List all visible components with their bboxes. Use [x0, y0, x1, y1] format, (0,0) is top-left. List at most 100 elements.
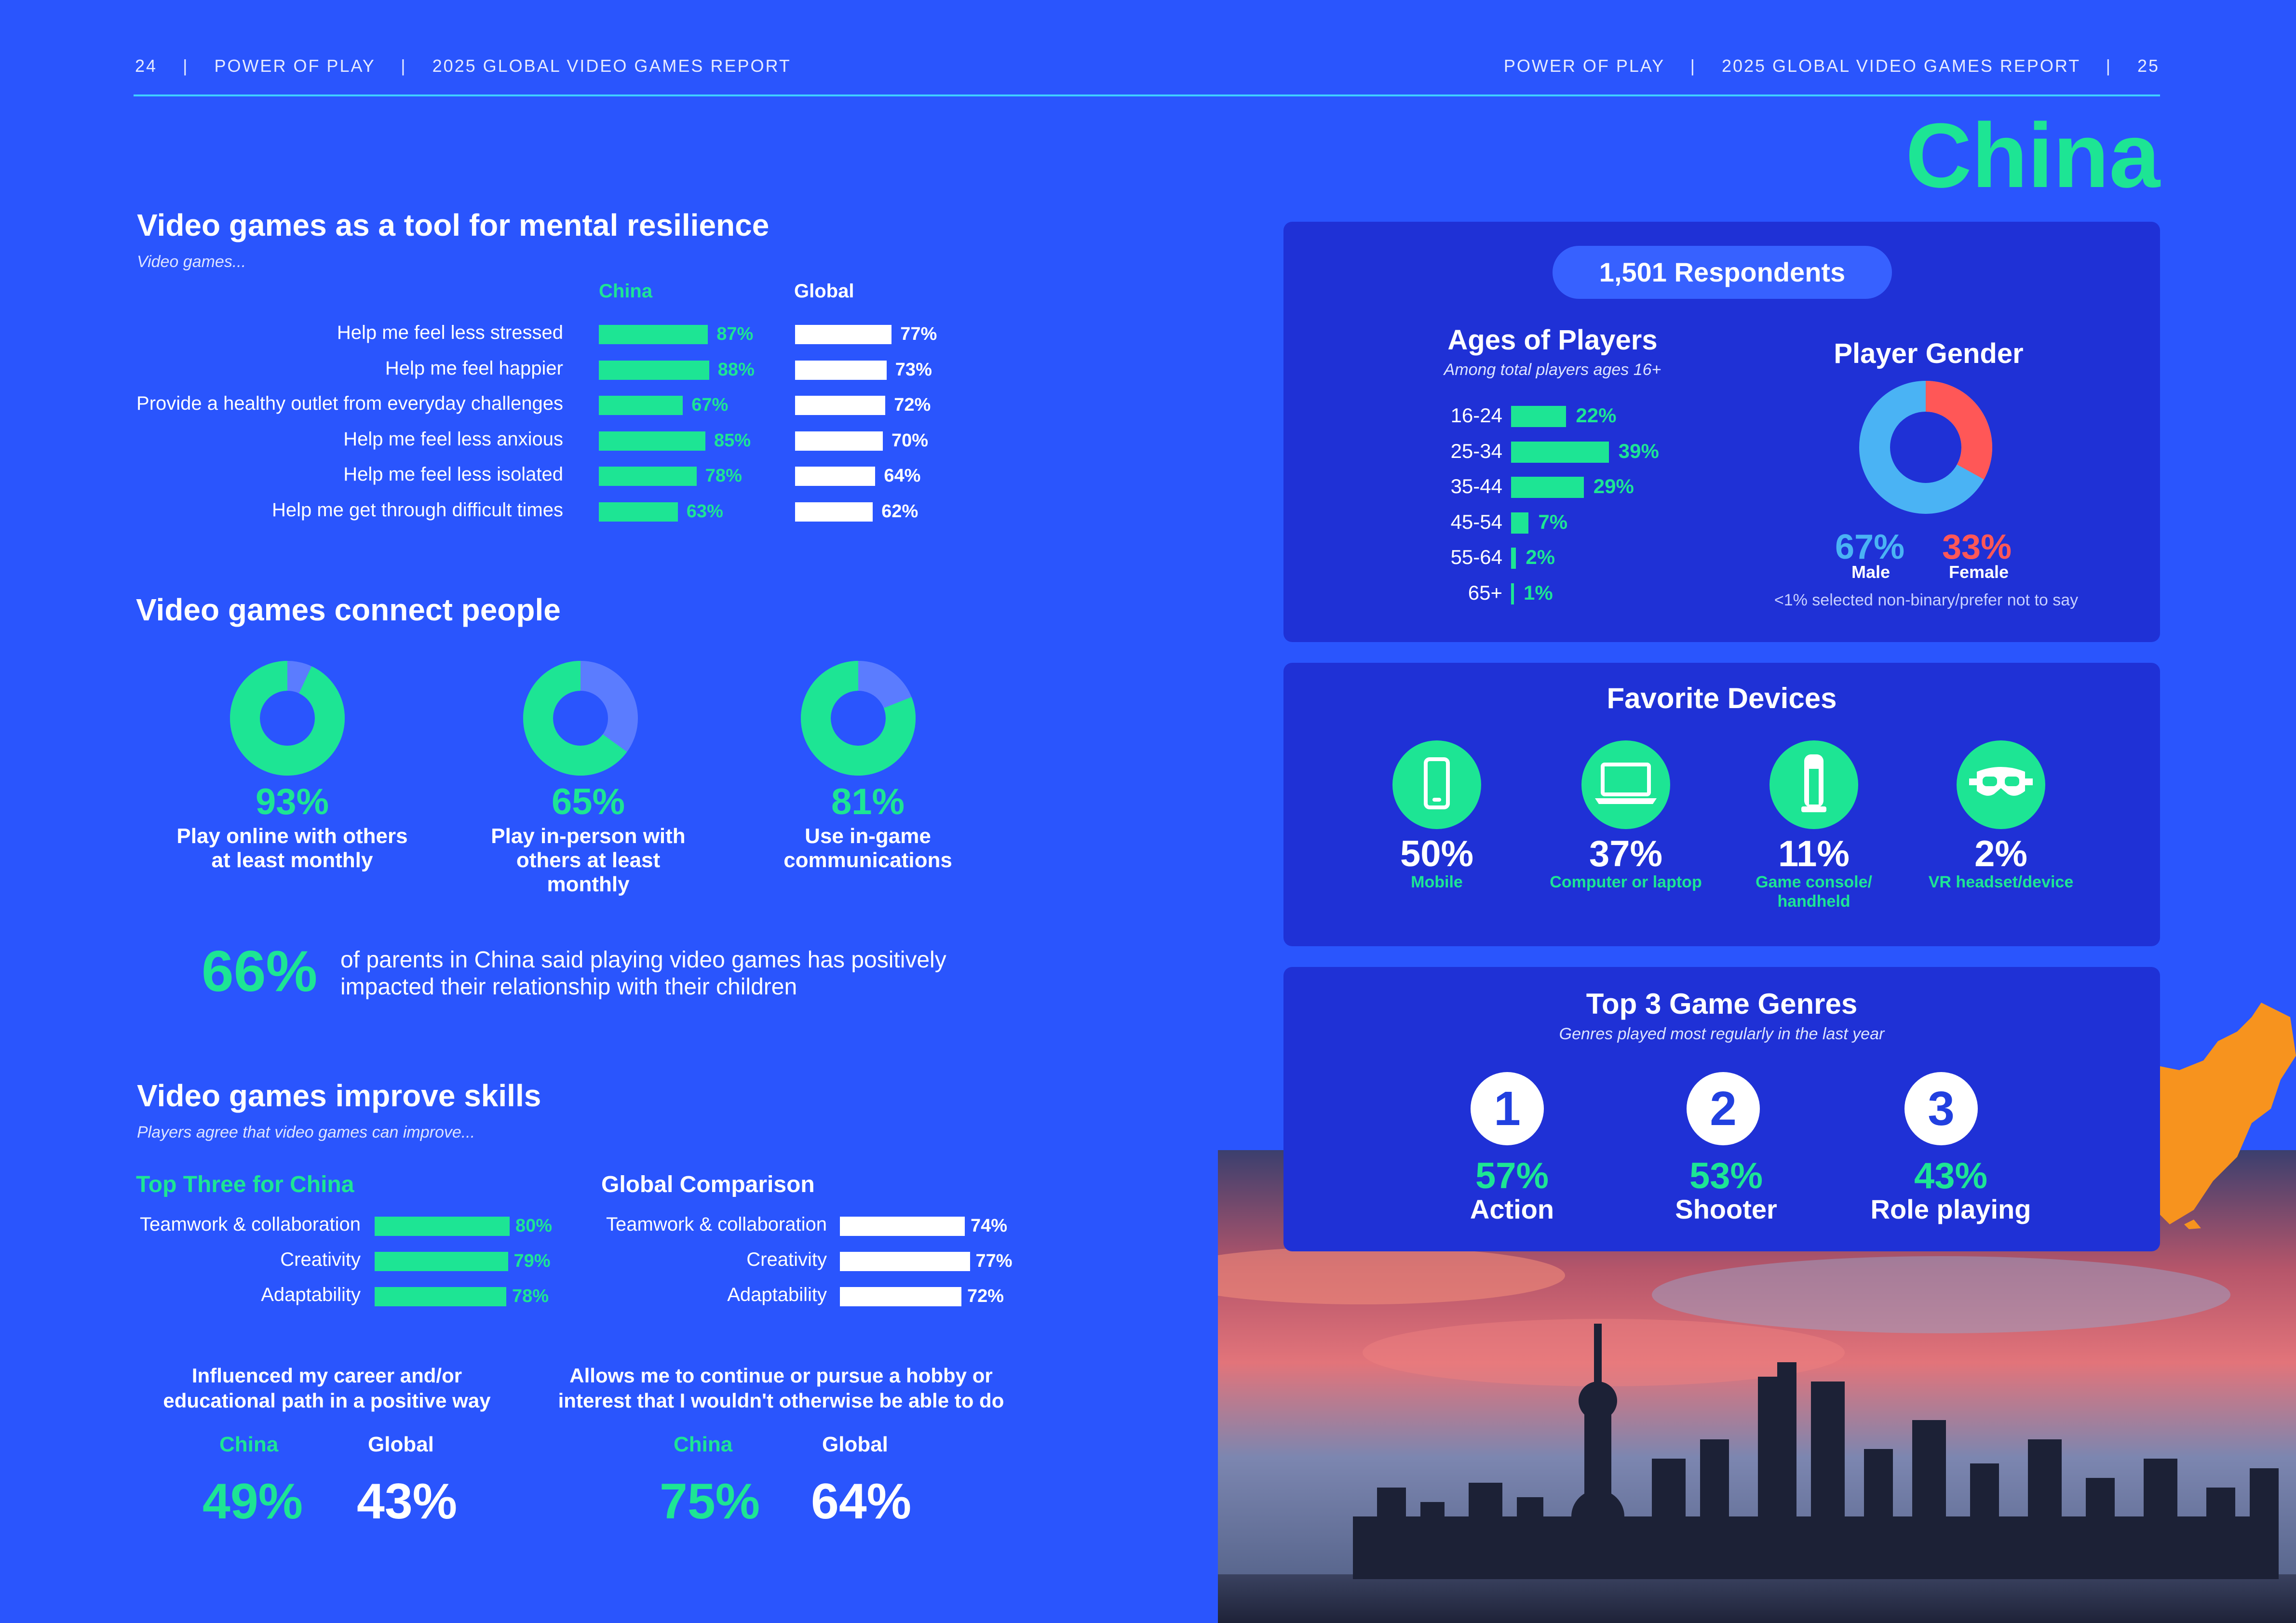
device-label: Game console/handheld: [1708, 872, 1920, 911]
resilience-subtitle: Video games...: [137, 253, 246, 271]
skill-label-china: Adaptability: [261, 1284, 361, 1305]
skill-bar-global: [840, 1287, 961, 1306]
genre-rank-badge: 3: [1904, 1072, 1978, 1145]
age-label: 16-24: [1450, 404, 1502, 427]
hobby-statement: Allows me to continue or pursue a hobby …: [558, 1364, 1004, 1412]
connect-donut: [230, 661, 345, 776]
skill-label-china: Creativity: [280, 1249, 361, 1270]
china-value: 87%: [716, 324, 754, 344]
genre-name: Role playing: [1870, 1194, 2031, 1224]
china-value: 78%: [705, 466, 742, 486]
global-value: 73%: [895, 359, 932, 380]
skill-value-china: 79%: [513, 1251, 551, 1271]
skill-bar-china: [375, 1252, 508, 1271]
china-bar: [599, 431, 705, 451]
skill-value-china: 78%: [512, 1286, 549, 1306]
connect-label-line: monthly: [547, 872, 630, 896]
global-bar: [795, 325, 892, 344]
connect-label: Use in-game communications: [743, 824, 993, 872]
gender-note: <1% selected non-binary/prefer not to sa…: [1774, 591, 2079, 609]
skill-label-global: Creativity: [746, 1249, 827, 1270]
top-three-title: Top Three for China: [136, 1172, 354, 1197]
female-percent: 33%: [1942, 528, 2012, 566]
age-bar: [1511, 406, 1567, 427]
country-title: China: [1905, 105, 2160, 207]
global-value: 70%: [891, 430, 929, 451]
ages-title: Ages of Players: [1447, 324, 1658, 356]
global-bar: [795, 431, 883, 451]
header-divider: [134, 94, 2160, 96]
global-bar: [795, 360, 887, 380]
device-circle: [1957, 740, 2045, 829]
resilience-row-label: Help me feel less isolated: [343, 464, 563, 485]
connect-label-line: Play online with others: [176, 824, 408, 848]
connect-label: Play online with others at least monthly: [167, 824, 418, 872]
age-value: 22%: [1576, 404, 1617, 427]
device-label-line: Computer or laptop: [1550, 873, 1702, 891]
age-bar: [1511, 512, 1529, 534]
age-label: 45-54: [1450, 510, 1502, 533]
global-value: 72%: [894, 395, 931, 415]
age-label: 55-64: [1450, 546, 1502, 568]
age-bar: [1511, 583, 1514, 604]
skills-title: Video games improve skills: [137, 1078, 541, 1113]
china-bar: [599, 396, 683, 415]
age-label: 25-34: [1450, 439, 1502, 462]
china-bar: [599, 325, 708, 344]
device-label: Computer or laptop: [1520, 872, 1732, 892]
career-global-value: 43%: [357, 1474, 458, 1529]
phone-icon: [1415, 757, 1459, 813]
device-label-line: Game console/: [1756, 873, 1872, 891]
donut-value-arc: [523, 661, 638, 776]
device-circle: [1392, 740, 1481, 829]
header-report-left: 2025 GLOBAL VIDEO GAMES REPORT: [432, 56, 791, 76]
age-bar: [1511, 548, 1516, 569]
connect-donut: [523, 661, 638, 776]
female-label: Female: [1948, 562, 2009, 582]
genre-rank-badge: 2: [1687, 1072, 1760, 1145]
page-number-right: 25: [2137, 56, 2160, 76]
connect-title: Video games connect people: [136, 592, 561, 627]
hobby-china-value: 75%: [660, 1474, 760, 1529]
career-statement: Influenced my career and/or educational …: [163, 1364, 491, 1412]
respondents-pill: 1,501 Respondents: [1553, 246, 1892, 299]
header-report-right: 2025 GLOBAL VIDEO GAMES REPORT: [1721, 56, 2080, 76]
china-bar: [599, 502, 678, 522]
device-label: Mobile: [1331, 872, 1543, 892]
skill-label-global: Teamwork & collaboration: [606, 1214, 827, 1235]
devices-title: Favorite Devices: [1607, 682, 1837, 714]
header-brand-left: POWER OF PLAY: [214, 56, 376, 76]
skill-value-global: 72%: [967, 1286, 1004, 1306]
connect-percent: 93%: [255, 781, 329, 822]
device-percent: 2%: [1974, 833, 2027, 874]
age-bar: [1511, 441, 1609, 463]
console-icon: [1795, 752, 1833, 818]
gender-title: Player Gender: [1834, 338, 2024, 369]
connect-label-line: Play in-person with: [491, 824, 686, 848]
career-global-label: Global: [368, 1433, 434, 1456]
parents-statement: of parents in China said playing video g…: [340, 947, 946, 1000]
donut-value-arc: [230, 661, 345, 776]
resilience-row-label: Provide a healthy outlet from everyday c…: [136, 393, 563, 414]
global-bar: [795, 502, 873, 522]
header-brand-right: POWER OF PLAY: [1503, 56, 1665, 76]
genres-title: Top 3 Game Genres: [1586, 988, 1858, 1020]
connect-donut: [801, 661, 916, 776]
career-china-label: China: [219, 1433, 279, 1456]
device-percent: 11%: [1778, 833, 1850, 874]
age-label: 35-44: [1450, 475, 1502, 497]
laptop-icon: [1592, 760, 1660, 810]
china-value: 63%: [686, 501, 723, 522]
col-header-global: Global: [794, 281, 854, 302]
china-value: 88%: [717, 359, 755, 380]
global-value: 64%: [884, 466, 921, 486]
resilience-row-label: Help me feel happier: [385, 357, 563, 379]
female-arc: [1859, 381, 1992, 514]
connect-label: Play in-person with others at least monthl…: [463, 824, 714, 897]
gender-donut: [1859, 381, 1992, 514]
global-value: 62%: [881, 501, 918, 522]
china-value: 85%: [714, 430, 751, 451]
skill-bar-global: [840, 1252, 970, 1271]
resilience-row-label: Help me get through difficult times: [271, 499, 563, 521]
genre-name: Action: [1470, 1194, 1554, 1224]
